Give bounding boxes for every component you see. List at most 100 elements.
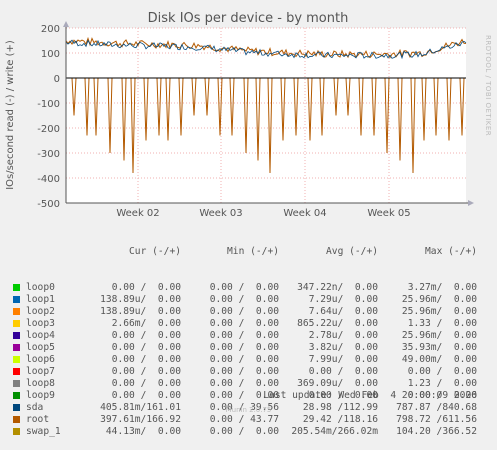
legend-cur: 397.61m/166.92 [100, 414, 181, 425]
header-min: Min (-/+) [227, 246, 279, 257]
read-spike [143, 77, 149, 141]
legend-avg: 347.22n/ 0.00 [297, 282, 378, 293]
legend-cur: 138.89u/ 0.00 [100, 306, 181, 317]
legend-max: 787.87 /840.68 [396, 402, 477, 413]
legend-row-loop5: loop5 0.00 / 0.00 0.00 / 0.00 3.82u/ 0.00 35… [0, 342, 497, 354]
legend-avg: 865.22u/ 0.00 [297, 318, 378, 329]
legend-max: 49.00m/ 0.00 [401, 354, 477, 365]
x-axis-arrow [468, 200, 474, 206]
y-tick-label: 0 [54, 74, 60, 85]
x-tick-label: Week 02 [116, 208, 159, 219]
legend-swatch [13, 344, 20, 351]
footer: Last update: Wed Feb 4 20:00:09 2026 [0, 390, 497, 412]
legend-avg: 0.00 / 0.00 [308, 366, 378, 377]
legend-avg: 2.78u/ 0.00 [308, 330, 378, 341]
legend-max: 104.20 /366.52 [396, 426, 477, 437]
legend-cur: 0.00 / 0.00 [111, 390, 181, 401]
legend-avg: 205.54m/266.02m [291, 426, 378, 437]
read-spike [243, 77, 249, 154]
y-tick-label: -400 [37, 174, 60, 185]
legend-cur: 138.89u/ 0.00 [100, 294, 181, 305]
legend-row-swap_1: swap_1 44.13m/ 0.00 0.00 / 0.00 205.54m/266… [0, 426, 497, 438]
legend-swatch [13, 356, 20, 363]
legend-min: 0.00 / 0.00 [209, 306, 279, 317]
read-spike [371, 77, 377, 136]
legend-avg: 7.64u/ 0.00 [308, 306, 378, 317]
legend-row-loop9: loop9 0.00 / 0.00 0.00 / 0.00 0.00 / 0.00 0.… [0, 390, 497, 402]
legend-swatch [13, 368, 20, 375]
read-spike [178, 77, 184, 136]
header-cur: Cur (-/+) [129, 246, 181, 257]
read-spike [410, 77, 416, 174]
legend-avg: 369.09u/ 0.00 [297, 378, 378, 389]
legend-min: 0.00 / 39.56 [209, 402, 279, 413]
legend-row-sda: sda 405.81m/161.01 0.00 / 39.56 28.98 /112.… [0, 402, 497, 414]
legend-avg: 29.42 /118.16 [302, 414, 378, 425]
legend-name: sda [26, 402, 44, 413]
legend-avg: 0.00 / 0.00 [308, 390, 378, 401]
legend-cur: 0.00 / 0.00 [111, 342, 181, 353]
x-tick-label: Week 03 [199, 208, 242, 219]
read-spike [446, 77, 452, 141]
legend-min: 0.00 / 0.00 [209, 390, 279, 401]
legend-avg: 7.99u/ 0.00 [308, 354, 378, 365]
legend-row-loop8: loop8 0.00 / 0.00 0.00 / 0.00 369.09u/ 0.00… [0, 378, 497, 390]
legend-max: 25.96m/ 0.00 [401, 294, 477, 305]
read-spike [156, 77, 162, 136]
legend-cur: 0.00 / 0.00 [111, 330, 181, 341]
legend-max: 25.96m/ 0.00 [401, 306, 477, 317]
y-axis-arrow [63, 21, 69, 27]
x-ticks: Week 02 Week 03 Week 04 Week 05 [116, 208, 410, 219]
read-spike [333, 77, 339, 116]
read-spike [217, 77, 223, 136]
legend-swatch [13, 308, 20, 315]
legend-cur: 0.00 / 0.00 [111, 378, 181, 389]
legend-cur: 0.00 / 0.00 [111, 366, 181, 377]
legend-max: 25.96m/ 0.00 [401, 330, 477, 341]
legend-swatch [13, 416, 20, 423]
legend-min: 0.00 / 0.00 [209, 342, 279, 353]
read-spike [71, 77, 77, 116]
y-tick-label: -500 [37, 199, 60, 210]
rrdtool-credit: RRDTOOL / TOBI OETIKER [484, 35, 492, 136]
read-spike [319, 77, 325, 136]
read-spike [433, 77, 439, 136]
read-spike [267, 77, 273, 174]
read-spike [84, 77, 90, 136]
legend-name: loop6 [26, 354, 55, 365]
legend-max: 3.27m/ 0.00 [407, 282, 477, 293]
legend-cur: 0.00 / 0.00 [111, 282, 181, 293]
last-update: Last update: Wed Feb 4 20:00:09 2026 [263, 390, 477, 401]
legend-avg: 28.98 /112.99 [302, 402, 378, 413]
legend-name: loop2 [26, 306, 55, 317]
legend-min: 0.00 / 0.00 [209, 294, 279, 305]
legend-cur: 44.13m/ 0.00 [105, 426, 181, 437]
read-spike [121, 77, 127, 161]
read-spike [345, 77, 351, 116]
legend-row-loop3: loop3 2.66m/ 0.00 0.00 / 0.00 865.22u/ 0.00… [0, 318, 497, 330]
legend-name: swap_1 [26, 426, 61, 437]
legend-name: loop9 [26, 390, 55, 401]
legend-name: root [26, 414, 50, 425]
legend-min: 0.00 / 0.00 [209, 330, 279, 341]
read-spike [421, 77, 427, 141]
read-spike [459, 77, 465, 136]
read-spike [165, 77, 171, 141]
legend-name: loop4 [26, 330, 55, 341]
legend: Cur (-/+) Min (-/+) Avg (-/+) Max (-/+) … [0, 222, 497, 450]
legend-cur: 0.00 / 0.00 [111, 354, 181, 365]
legend-swatch [13, 320, 20, 327]
legend-row-loop6: loop6 0.00 / 0.00 0.00 / 0.00 7.99u/ 0.00 49… [0, 354, 497, 366]
read-spike [280, 77, 286, 141]
legend-swatch [13, 392, 20, 399]
read-spike [358, 77, 364, 136]
y-tick-label: -100 [37, 99, 60, 110]
y-tick-label: 100 [41, 49, 60, 60]
legend-min: 0.00 / 43.77 [209, 414, 279, 425]
chart-title: Disk IOs per device - by month [148, 11, 349, 26]
legend-header: Cur (-/+) Min (-/+) Avg (-/+) Max (-/+) [0, 246, 497, 258]
header-max: Max (-/+) [425, 246, 477, 257]
legend-max: 798.72 /611.56 [396, 414, 477, 425]
read-spike [255, 77, 261, 161]
read-spike [107, 77, 113, 154]
